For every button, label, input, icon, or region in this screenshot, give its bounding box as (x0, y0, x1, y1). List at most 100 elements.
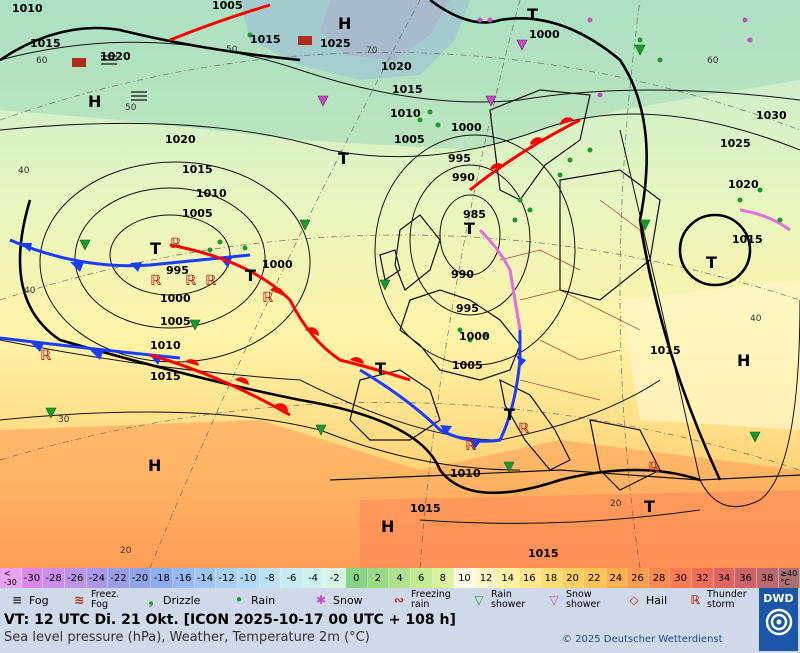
temperature-label: 60 (36, 56, 48, 66)
temp-scale-cell: -26 (64, 568, 87, 588)
high-center: H (338, 14, 351, 33)
isobar-label: 1010 (150, 339, 181, 352)
snow-icon: ✱ (315, 593, 327, 607)
pressure-centers: H H H H H T T T T T T T T T (88, 5, 750, 536)
legend-label: Fog (29, 593, 49, 607)
isobar-label: 1020 (165, 133, 196, 146)
low-center: T (375, 359, 386, 378)
temperature-label: 40 (750, 314, 762, 324)
isobar-label: 1005 (394, 133, 425, 146)
temperature-label: 40 (24, 286, 36, 296)
temp-scale-cell: -16 (173, 568, 195, 588)
temp-scale-cell: -22 (108, 568, 130, 588)
temp-scale-cell: 26 (627, 568, 649, 588)
legend-label: Freezing rain (411, 589, 451, 610)
cold-front-3 (359, 330, 526, 450)
legend-freezing-fog: ≋ Freez. Fog (70, 588, 119, 612)
temp-scale-cell: 10 (454, 568, 476, 588)
isobar-label: 1015 (392, 83, 423, 96)
isobar-label: 990 (451, 268, 474, 281)
high-center: H (737, 351, 750, 370)
isobar-label: 1000 (160, 292, 191, 305)
legend-label: Snow shower (566, 589, 601, 610)
isobar-label: 1000 (262, 258, 293, 271)
hail-icon: ◇ (629, 593, 639, 607)
temperature-labels: 60 50 70 40 50 60 40 40 30 20 20 (18, 45, 762, 556)
svg-text:ℝ: ℝ (518, 421, 530, 437)
isobar-labels: 1010 1005 1015 1020 1015 1025 1020 1015 … (12, 0, 787, 560)
isobar-label: 1015 (732, 233, 763, 246)
temp-scale-cell: 22 (583, 568, 606, 588)
thunderstorm-icon: ℝ (690, 593, 700, 607)
low-center: T (150, 239, 161, 258)
isobar-label: 1015 (182, 163, 213, 176)
isobar-label: 1005 (452, 359, 483, 372)
legend-label: Rain (251, 593, 276, 607)
legend-hail: ◇ Hail (625, 588, 667, 612)
isobar-label: 995 (448, 152, 471, 165)
cool-band-north (0, 0, 800, 150)
isobar-label: 1025 (320, 37, 351, 50)
freezing-fog-icon: ≋ (73, 593, 85, 607)
isobar-label: 1020 (381, 60, 412, 73)
isobar-label: 1015 (410, 502, 441, 515)
svg-text:ℝ: ℝ (185, 273, 197, 289)
mild-region-east (620, 280, 800, 430)
temperature-label: 50 (125, 103, 137, 113)
temp-scale-cell: 4 (389, 568, 411, 588)
warm-region-africa (360, 490, 800, 568)
svg-text:ℝ: ℝ (465, 438, 477, 454)
temp-scale-cell: 20 (562, 568, 584, 588)
legend-label: Snow (333, 593, 363, 607)
temperature-label: 20 (610, 499, 622, 509)
svg-text:ℝ: ℝ (150, 273, 162, 289)
legend-label: Drizzle (163, 593, 201, 607)
legend-rain-shower: ▽ Rain shower (470, 588, 525, 612)
svg-text:ℝ: ℝ (205, 273, 217, 289)
isobar-label: 1015 (150, 370, 181, 383)
svg-text:ℝ: ℝ (170, 236, 182, 252)
rain-shower-icon: ▽ (474, 593, 484, 607)
isobar-label: 1010 (390, 107, 421, 120)
drizzle-icon: ❟ (148, 593, 154, 607)
isobar-label: 1000 (451, 121, 482, 134)
temperature-label: 60 (707, 56, 719, 66)
dwd-logo: DWD (759, 588, 798, 651)
isobar-label: 1030 (756, 109, 787, 122)
temp-scale-cell: 6 (410, 568, 433, 588)
temperature-label: 50 (226, 45, 238, 55)
temp-scale-cell: 0 (346, 568, 368, 588)
low-center: T (504, 405, 515, 424)
rain-icon: • (235, 593, 243, 607)
isobar-label: 1000 (459, 330, 490, 343)
legend-label: Rain shower (491, 589, 526, 610)
temperature-label: 70 (366, 46, 378, 56)
temp-scale-cell: 8 (432, 568, 455, 588)
temperature-label: 20 (120, 546, 132, 556)
temp-scale-cell: -10 (237, 568, 260, 588)
isobar-label: 995 (166, 264, 189, 277)
high-center: H (381, 517, 394, 536)
low-center: T (338, 149, 349, 168)
temp-scale-cell: -12 (216, 568, 238, 588)
low-center: T (464, 219, 475, 238)
weather-legend: ≡ Fog ≋ Freez. Fog ❟ Drizzle • Rain ✱ Sn… (0, 588, 758, 612)
isobar-label: 995 (456, 302, 479, 315)
isobar-label: 1015 (650, 344, 681, 357)
dwd-swirl-icon (765, 608, 792, 636)
temperature-label: 30 (58, 415, 70, 425)
high-center: H (88, 92, 101, 111)
temp-scale-cell: -8 (259, 568, 282, 588)
svg-text:ℝ: ℝ (262, 290, 274, 306)
isobar-label: 1015 (250, 33, 281, 46)
temp-scale-cell: -14 (194, 568, 217, 588)
svg-text:ℝ: ℝ (40, 348, 52, 364)
legend-drizzle: ❟ Drizzle (142, 588, 201, 612)
freezing-rain-icon: ∾ (393, 593, 405, 607)
warm-front-3 (169, 3, 581, 192)
isobar-label: 1010 (12, 2, 43, 15)
legend-snow: ✱ Snow (312, 588, 363, 612)
isobar-label: 1025 (720, 137, 751, 150)
valid-time: VT: 12 UTC Di. 21 Okt. [ICON 2025-10-17 … (4, 612, 456, 628)
temp-scale-cell: ≥40 °C (778, 568, 800, 588)
